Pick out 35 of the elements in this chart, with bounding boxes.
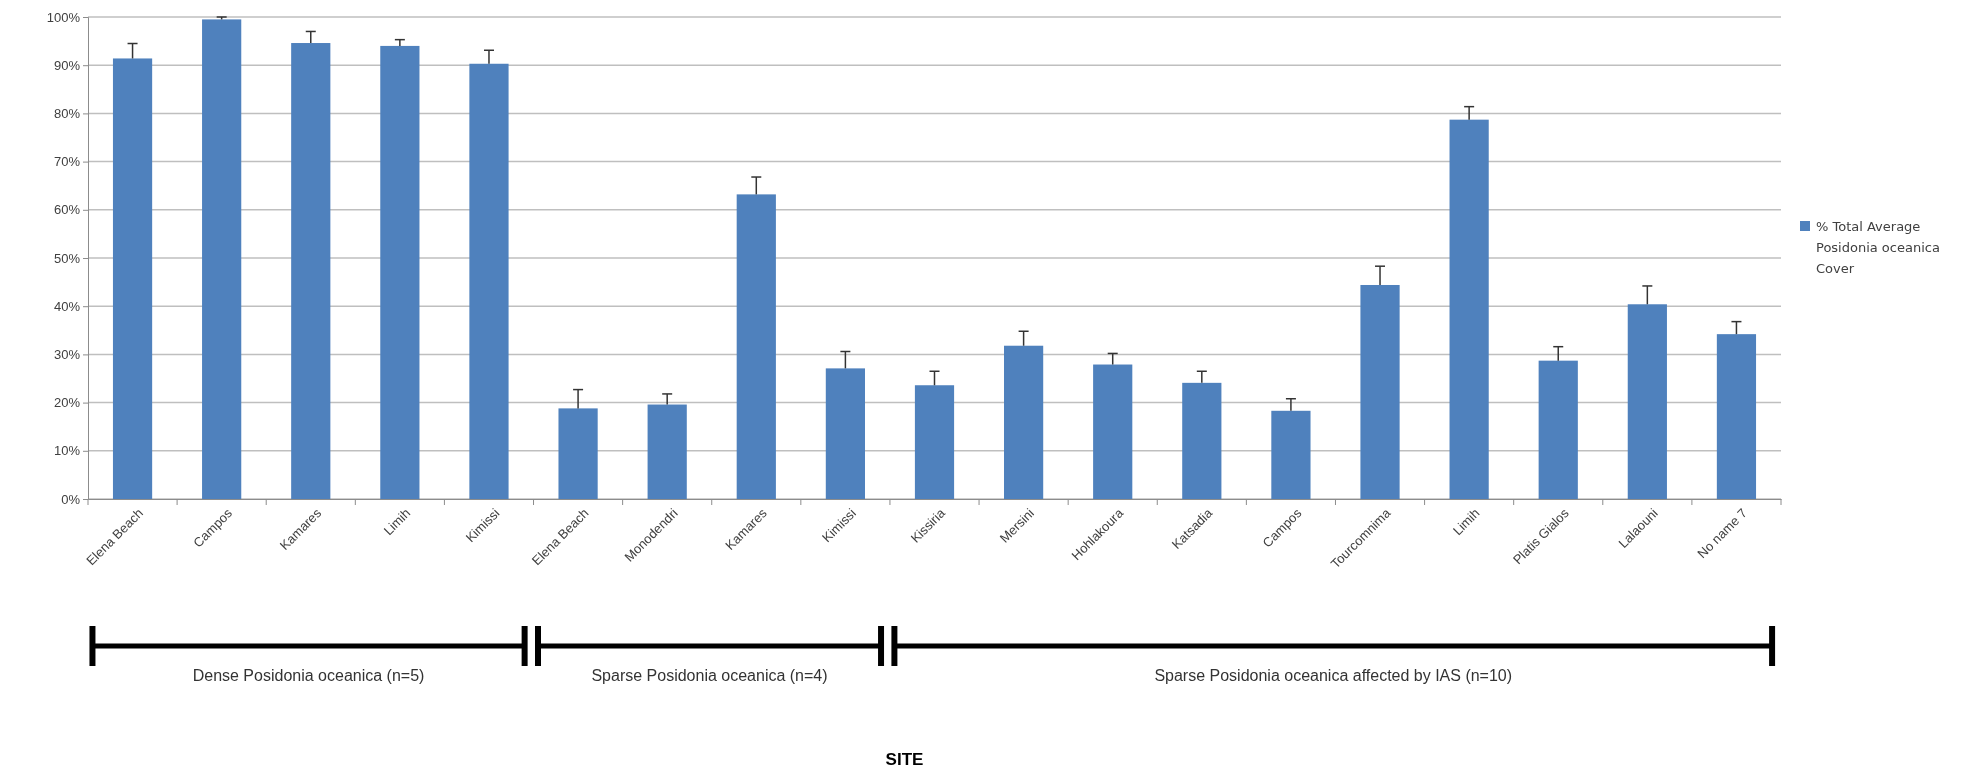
- bar: [558, 408, 598, 499]
- bar: [1627, 304, 1667, 499]
- bar: [1271, 410, 1311, 499]
- y-tick-label: 20%: [53, 395, 81, 411]
- y-tick-label: 60%: [53, 202, 81, 218]
- y-tick-label: 0%: [61, 491, 81, 507]
- text: Dense Posidonia oceanica (n=5): [192, 667, 425, 684]
- text: Sparse Posidonia oceanica affected by IAS (n=10): [1154, 667, 1513, 684]
- text: SITE: [885, 750, 924, 769]
- bar: [380, 45, 420, 499]
- bar: [647, 404, 687, 499]
- bar: [202, 19, 242, 499]
- legend-label: % Total Average Posidonia oceanica Cover: [1816, 219, 1940, 276]
- text: Sparse Posidonia oceanica (n=4): [591, 667, 828, 684]
- bar: [1004, 345, 1044, 499]
- y-tick-label: 10%: [53, 443, 81, 459]
- y-tick-label: 100%: [46, 9, 81, 25]
- bar: [1538, 360, 1578, 499]
- y-tick-label: 40%: [53, 298, 81, 314]
- bar: [825, 368, 865, 499]
- y-tick-label: 90%: [53, 57, 81, 73]
- bar: [112, 58, 153, 499]
- bar: [736, 194, 776, 499]
- bar: [1360, 284, 1400, 499]
- y-tick-label: 70%: [53, 154, 81, 170]
- y-tick-label: 30%: [53, 347, 81, 363]
- bar: [1716, 334, 1757, 499]
- bar: [914, 385, 955, 499]
- y-tick-label: 80%: [53, 106, 81, 122]
- bar: [291, 43, 331, 499]
- bar: [469, 63, 509, 499]
- bar: [1093, 364, 1133, 499]
- y-tick-label: 50%: [53, 250, 81, 266]
- bar: [1449, 119, 1489, 499]
- bar: [1182, 382, 1222, 499]
